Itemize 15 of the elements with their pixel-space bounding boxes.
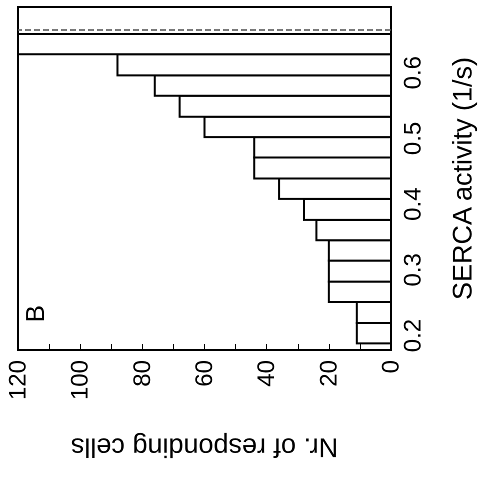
x-tick-label: 20 [315,360,342,387]
x-tick-label: 40 [253,360,280,387]
x-axis-title: Nr. of responding cells [70,432,338,462]
x-tick-label: 60 [191,360,218,387]
x-tick-label: 80 [128,360,156,387]
y-axis-title: SERCA activity (1/s) [448,56,478,300]
annotation: B [20,305,50,322]
y-tick-label: 0.2 [400,318,426,352]
y-tick-label: 0.4 [400,187,426,221]
y-tick-label: 0.3 [400,253,426,287]
x-tick-label: 0 [378,360,404,374]
x-tick-label: 100 [66,360,94,400]
y-tick-label: 0.6 [400,56,426,90]
y-tick-label: 0.5 [400,122,426,156]
x-tick-label: 120 [4,360,32,400]
